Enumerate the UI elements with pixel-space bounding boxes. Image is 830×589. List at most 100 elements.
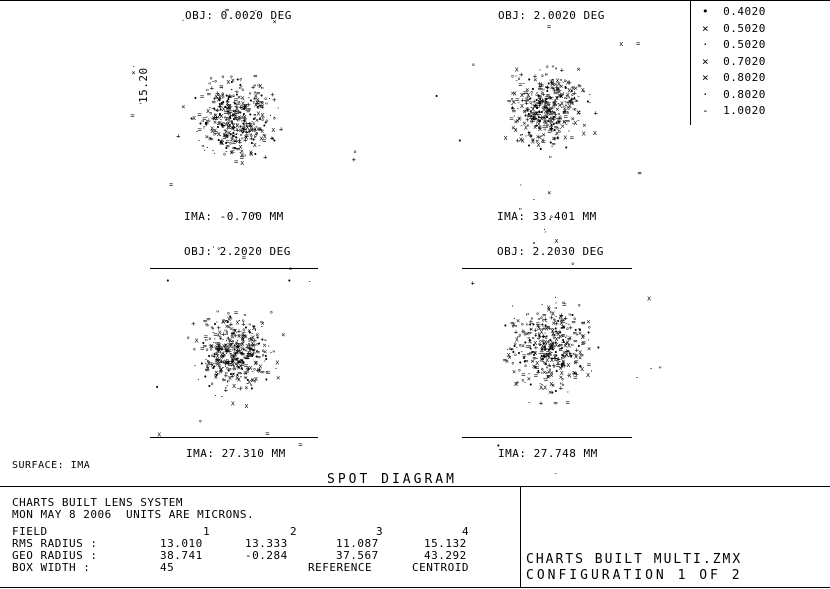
spot-point: • [529, 108, 533, 116]
spot-point: × [247, 344, 251, 352]
spot-point: × [281, 331, 285, 339]
spot-point: · [555, 320, 559, 328]
spot-point: • [518, 359, 522, 367]
spot-point: ° [542, 107, 546, 115]
spot-point: " [554, 82, 558, 90]
spot-point: " [228, 107, 232, 115]
spot-point: " [228, 111, 232, 119]
spot-point: · [238, 317, 242, 325]
spot-point: ° [250, 378, 254, 386]
spot-point: • [235, 372, 239, 380]
spot-point: x [248, 364, 252, 372]
box-label: BOX WIDTH : [12, 561, 91, 574]
spot-point: " [566, 349, 570, 357]
spot-point: - [243, 373, 247, 381]
spot-point: x [535, 359, 539, 367]
spot-point: ° [288, 267, 292, 275]
spot-point: ° [544, 336, 548, 344]
spot-point: " [213, 112, 217, 120]
spot-point: - [527, 398, 531, 406]
spot-point: • [544, 322, 548, 330]
spot-point: " [204, 338, 208, 346]
spot-point: x [541, 342, 545, 350]
spot-point: × [533, 124, 537, 132]
spot-point: × [237, 343, 241, 351]
spot-point: · [521, 131, 525, 139]
spot-point: = [256, 349, 260, 357]
spot-point: " [521, 328, 525, 336]
spot-point: x [249, 148, 253, 156]
spot-point: ° [552, 82, 556, 90]
spot-point: = [543, 351, 547, 359]
spot-point: x [566, 361, 570, 369]
spot-point: x [586, 371, 590, 379]
spot-point: x [237, 363, 241, 371]
spot-point: ° [239, 77, 243, 85]
spot-point: = [527, 350, 531, 358]
spot-point: " [532, 241, 536, 249]
spot-point: ° [240, 116, 244, 124]
spot-point: x [554, 335, 558, 343]
spot-point: · [242, 352, 246, 360]
spot-point: x [260, 111, 264, 119]
spot-point: ° [210, 382, 214, 390]
spot-point: x [557, 80, 561, 88]
spot-point: x [539, 356, 543, 364]
spot-point: - [562, 333, 566, 341]
spot-point: + [542, 113, 546, 121]
spot-point: · [553, 352, 557, 360]
spot-point: • [511, 349, 515, 357]
spot-point: " [248, 124, 252, 132]
spot-point: + [253, 337, 257, 345]
spot-point: × [237, 93, 241, 101]
spot-point: x [539, 328, 543, 336]
spot-point: ° [559, 315, 563, 323]
spot-point: " [544, 347, 548, 355]
spot-point: - [219, 115, 223, 123]
spot-point: ° [253, 380, 257, 388]
spot-point: = [533, 115, 537, 123]
spot-point: • [538, 117, 542, 125]
spot-point: - [245, 379, 249, 387]
spot-point: × [545, 108, 549, 116]
spot-point: + [547, 362, 551, 370]
spot-point: ° [223, 346, 227, 354]
spot-point: · [565, 339, 569, 347]
spot-point: • [271, 135, 275, 143]
spot-point: ° [513, 353, 517, 361]
spot-point: = [536, 320, 540, 328]
spot-point: + [555, 320, 559, 328]
spot-point: " [216, 334, 220, 342]
spot-point: × [571, 115, 575, 123]
spot-point: " [218, 335, 222, 343]
spot-point: × [563, 353, 567, 361]
spot-point: " [530, 121, 534, 129]
spot-point: x [515, 66, 519, 74]
spot-point: · [241, 338, 245, 346]
spot-point: + [223, 360, 227, 368]
spot-point: • [554, 352, 558, 360]
spot-point: - [525, 104, 529, 112]
spot-point: × [563, 342, 567, 350]
spot-point: = [549, 110, 553, 118]
spot-point: - [232, 127, 236, 135]
spot-point: × [214, 374, 218, 382]
spot-point: × [231, 371, 235, 379]
spot-point: ° [229, 352, 233, 360]
spot-point: x [521, 137, 525, 145]
spot-point: · [214, 345, 218, 353]
spot-point: ° [550, 125, 554, 133]
spot-point: x [226, 103, 230, 111]
spot-point: × [558, 101, 562, 109]
spot-point: · [515, 344, 519, 352]
spot-point: + [533, 326, 537, 334]
spot-point: ° [239, 358, 243, 366]
spot-point: × [555, 105, 559, 113]
spot-point: x [571, 84, 575, 92]
spot-point: • [260, 92, 264, 100]
spot-point: ° [539, 94, 543, 102]
spot-point: - [236, 358, 240, 366]
spot-point: · [263, 358, 267, 366]
spot-point: ° [247, 338, 251, 346]
spot-point: " [242, 107, 246, 115]
